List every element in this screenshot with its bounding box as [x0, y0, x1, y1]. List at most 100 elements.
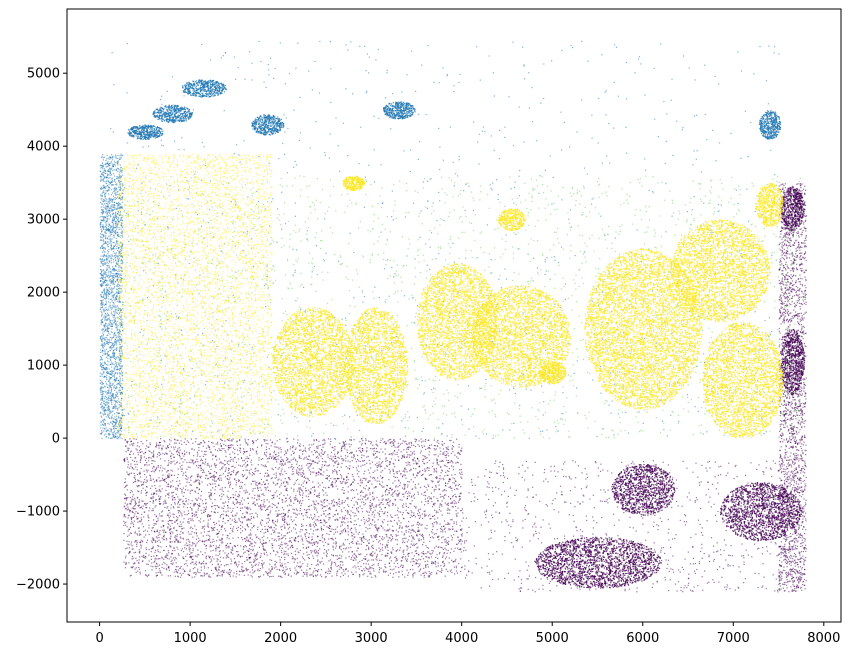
- scatter-point: [107, 246, 109, 248]
- scatter-point: [100, 420, 102, 422]
- scatter-point: [117, 398, 120, 400]
- scatter-point: [117, 203, 119, 205]
- scatter-point: [117, 380, 119, 382]
- scatter-point: [193, 90, 196, 92]
- scatter-point: [205, 83, 207, 85]
- scatter-point: [670, 414, 672, 416]
- scatter-point: [398, 105, 400, 107]
- scatter-point: [110, 339, 113, 341]
- scatter-point: [115, 252, 117, 254]
- scatter-point: [169, 112, 171, 114]
- scatter-point: [409, 149, 412, 151]
- scatter-point: [121, 339, 123, 341]
- scatter-point: [614, 44, 616, 46]
- scatter-point: [702, 433, 704, 435]
- scatter-point: [493, 370, 495, 372]
- scatter-point: [210, 80, 212, 82]
- scatter-point: [281, 126, 283, 129]
- scatter-point: [113, 311, 115, 313]
- scatter-point: [104, 315, 106, 317]
- scatter-point: [122, 261, 124, 263]
- scatter-point: [262, 118, 264, 120]
- scatter-point: [118, 257, 120, 259]
- scatter-point: [106, 219, 108, 221]
- scatter-point: [116, 357, 118, 359]
- scatter-point: [704, 64, 706, 66]
- scatter-point: [112, 173, 115, 175]
- scatter-point: [421, 64, 423, 66]
- scatter-point: [110, 168, 112, 170]
- scatter-point: [119, 212, 121, 214]
- scatter-point: [409, 114, 411, 116]
- scatter-point: [252, 128, 254, 130]
- scatter-point: [161, 144, 163, 146]
- scatter-point: [314, 60, 316, 62]
- scatter-point: [544, 169, 546, 171]
- scatter-point: [256, 119, 258, 121]
- scatter-point: [119, 381, 121, 383]
- scatter-point: [640, 63, 642, 65]
- scatter-point: [315, 121, 317, 123]
- scatter-point: [120, 277, 122, 279]
- scatter-point: [119, 154, 121, 157]
- scatter-point: [110, 181, 112, 183]
- scatter-point: [100, 157, 103, 159]
- scatter-point: [724, 317, 726, 319]
- scatter-point: [106, 312, 109, 314]
- scatter-point: [99, 375, 101, 377]
- scatter-point: [100, 187, 102, 189]
- scatter-point: [119, 429, 121, 431]
- scatter-point: [115, 325, 117, 327]
- scatter-point: [120, 392, 122, 394]
- scatter-point: [538, 192, 540, 194]
- scatter-point: [104, 419, 106, 421]
- scatter-point: [102, 165, 104, 167]
- scatter-point: [187, 117, 189, 119]
- scatter-point: [100, 195, 102, 197]
- scatter-point: [114, 378, 116, 380]
- scatter-point: [509, 429, 511, 431]
- scatter-point: [536, 267, 538, 269]
- scatter-point: [111, 314, 113, 316]
- scatter-point: [675, 383, 677, 385]
- scatter-point: [105, 284, 107, 287]
- scatter-point: [117, 409, 119, 411]
- scatter-point: [211, 94, 213, 96]
- scatter-point: [655, 342, 657, 344]
- scatter-point: [101, 335, 103, 337]
- scatter-point: [162, 113, 164, 115]
- scatter-point: [121, 323, 123, 325]
- scatter-point: [107, 357, 109, 360]
- scatter-point: [102, 407, 104, 410]
- scatter-point: [405, 109, 407, 111]
- scatter-point: [107, 275, 109, 277]
- scatter-point: [224, 52, 227, 54]
- scatter-point: [116, 226, 118, 228]
- scatter-point: [401, 114, 403, 116]
- scatter-point: [576, 131, 578, 133]
- scatter-point: [258, 40, 260, 42]
- scatter-point: [118, 291, 120, 293]
- scatter-point: [102, 154, 104, 156]
- scatter-point: [119, 196, 121, 199]
- scatter-point: [192, 81, 194, 83]
- scatter-point: [202, 93, 204, 95]
- scatter-point: [200, 80, 202, 82]
- scatter-point: [263, 133, 265, 135]
- scatter-point: [110, 363, 112, 365]
- scatter-point: [120, 262, 122, 264]
- scatter-point: [592, 379, 594, 381]
- scatter-point: [121, 155, 123, 157]
- scatter-point: [530, 389, 532, 391]
- scatter-point: [536, 140, 538, 142]
- scatter-point: [276, 121, 278, 123]
- scatter-point: [531, 121, 534, 123]
- scatter-point: [425, 113, 427, 116]
- scatter-point: [257, 132, 259, 134]
- scatter-point: [181, 115, 183, 117]
- scatter-point: [100, 269, 102, 271]
- scatter-point: [106, 268, 108, 271]
- scatter-point: [111, 422, 113, 425]
- scatter-point: [195, 85, 198, 87]
- scatter-point: [176, 421, 178, 423]
